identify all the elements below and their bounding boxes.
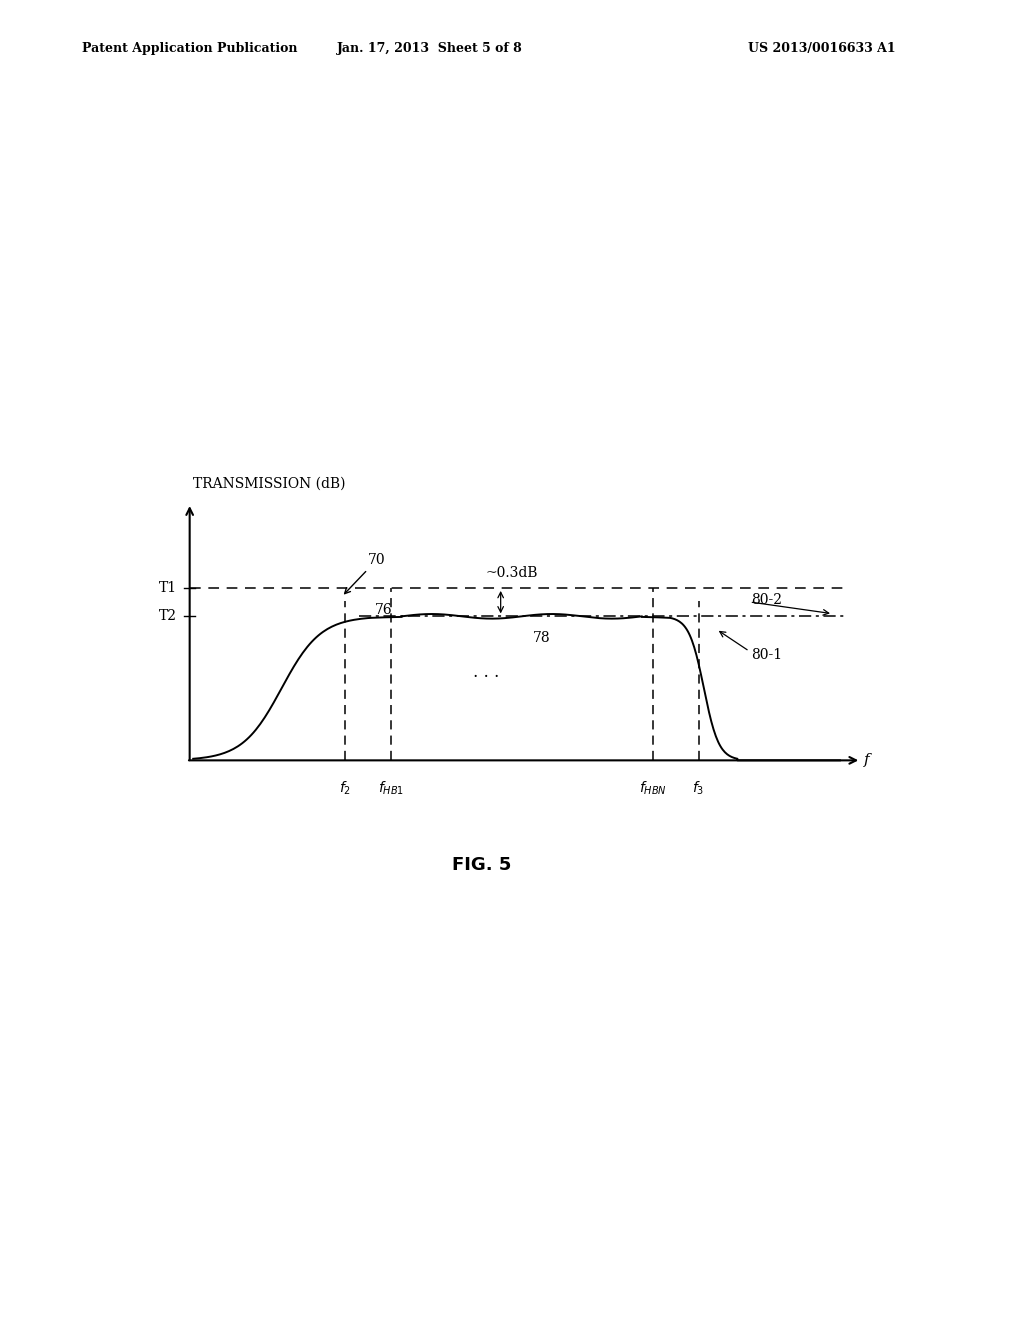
Text: . . .: . . . [473,664,500,681]
Text: 76: 76 [375,603,392,618]
Text: US 2013/0016633 A1: US 2013/0016633 A1 [748,42,895,55]
Text: $f_{HB1}$: $f_{HB1}$ [378,780,404,797]
Text: 80-2: 80-2 [752,593,782,607]
Text: FIG. 5: FIG. 5 [452,855,511,874]
Text: ~0.3dB: ~0.3dB [485,565,538,579]
Text: Jan. 17, 2013  Sheet 5 of 8: Jan. 17, 2013 Sheet 5 of 8 [337,42,523,55]
Text: 70: 70 [345,553,386,594]
Text: 80-1: 80-1 [752,648,782,661]
Text: f: f [864,754,869,767]
Text: TRANSMISSION (dB): TRANSMISSION (dB) [194,477,346,490]
Text: 78: 78 [532,631,550,645]
Text: $f_2$: $f_2$ [339,780,351,797]
Text: Patent Application Publication: Patent Application Publication [82,42,297,55]
Text: $f_{HBN}$: $f_{HBN}$ [639,780,667,797]
Text: $f_3$: $f_3$ [692,780,705,797]
Text: T1: T1 [159,581,177,595]
Text: T2: T2 [159,610,177,623]
